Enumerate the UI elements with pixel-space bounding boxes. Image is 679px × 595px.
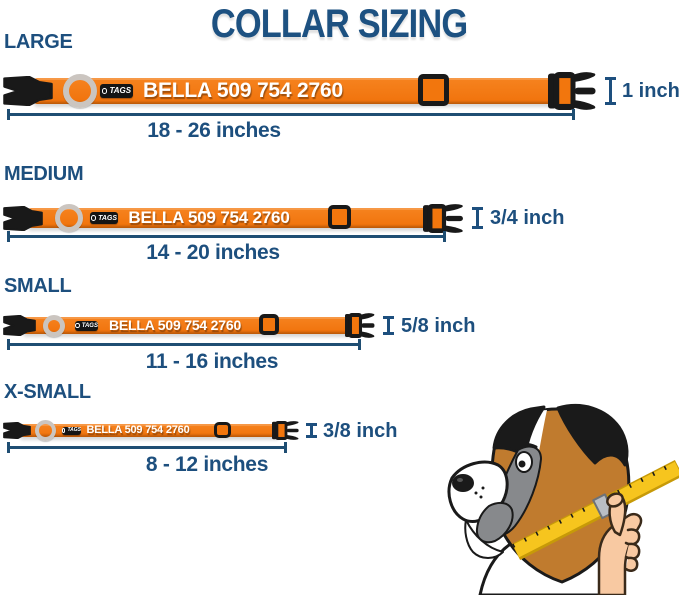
collar-personalized-text: BELLA 509 754 2760 — [128, 207, 290, 227]
collar-personalized-text: BELLA 509 754 2760 — [86, 423, 190, 436]
width-indicator-icon — [383, 316, 394, 335]
width-indicator-icon — [605, 77, 616, 105]
dog-nose — [452, 474, 474, 492]
brand-tag-label: TAGS — [109, 86, 132, 95]
length-range-label: 8 - 12 inches — [145, 453, 269, 476]
buckle-male-icon — [345, 313, 375, 338]
width-label: 5/8 inch — [401, 314, 476, 337]
buckle-female-icon — [3, 315, 36, 336]
length-measure-line — [7, 231, 446, 242]
brand-tag: TAGS — [75, 320, 98, 331]
gotags-logo-icon — [62, 428, 66, 433]
dog-muzzle — [447, 460, 514, 559]
collar-personalized-text: BELLA 509 754 2760 — [143, 78, 343, 102]
brand-tag: TAGS — [90, 212, 118, 224]
hand-icon — [597, 492, 643, 595]
size-label: LARGE — [4, 31, 73, 53]
length-measure-line — [7, 442, 287, 453]
size-label: X-SMALL — [4, 381, 91, 403]
d-ring-icon — [34, 420, 56, 441]
buckle-male-icon — [272, 421, 299, 440]
collar-personalized-text: BELLA 509 754 2760 — [108, 317, 242, 334]
d-ring-icon — [43, 314, 65, 337]
dog-right-ear — [556, 404, 629, 467]
gotags-logo-icon — [75, 323, 80, 328]
d-ring-icon — [55, 204, 83, 232]
width-label: 3/8 inch — [323, 419, 398, 442]
length-measure-line — [7, 109, 575, 120]
tri-glide-slider-icon — [214, 421, 231, 438]
buckle-male-icon — [423, 203, 463, 233]
length-range-label: 18 - 26 inches — [147, 119, 281, 142]
size-label: MEDIUM — [4, 163, 84, 185]
size-label: SMALL — [4, 275, 72, 297]
tri-glide-slider-icon — [328, 205, 351, 229]
gotags-logo-icon — [101, 88, 108, 94]
width-indicator-icon — [306, 423, 317, 438]
tri-glide-slider-icon — [418, 74, 449, 106]
brand-tag-label: TAGS — [98, 214, 118, 222]
buckle-female-icon — [3, 422, 31, 439]
page-title-text: COLLAR SIZING — [211, 2, 468, 46]
buckle-female-icon — [3, 205, 43, 231]
brand-tag-label: TAGS — [67, 427, 81, 433]
length-range-label: 11 - 16 inches — [145, 350, 279, 373]
gotags-logo-icon — [90, 215, 97, 221]
width-label: 3/4 inch — [490, 207, 565, 229]
brand-tag: TAGS — [62, 426, 81, 435]
length-measure-line — [7, 339, 361, 350]
page-title: COLLAR SIZING — [0, 2, 679, 47]
dog-measuring-illustration — [447, 404, 679, 595]
buckle-male-icon — [548, 72, 596, 110]
dog-left-ear — [492, 405, 546, 458]
d-ring-icon — [63, 74, 97, 108]
brand-tag-label: TAGS — [81, 322, 98, 329]
length-range-label: 14 - 20 inches — [146, 241, 280, 264]
width-indicator-icon — [472, 207, 483, 229]
tri-glide-slider-icon — [259, 314, 279, 335]
buckle-female-icon — [3, 76, 53, 106]
brand-tag: TAGS — [100, 84, 133, 98]
width-label: 1 inch — [622, 80, 679, 102]
